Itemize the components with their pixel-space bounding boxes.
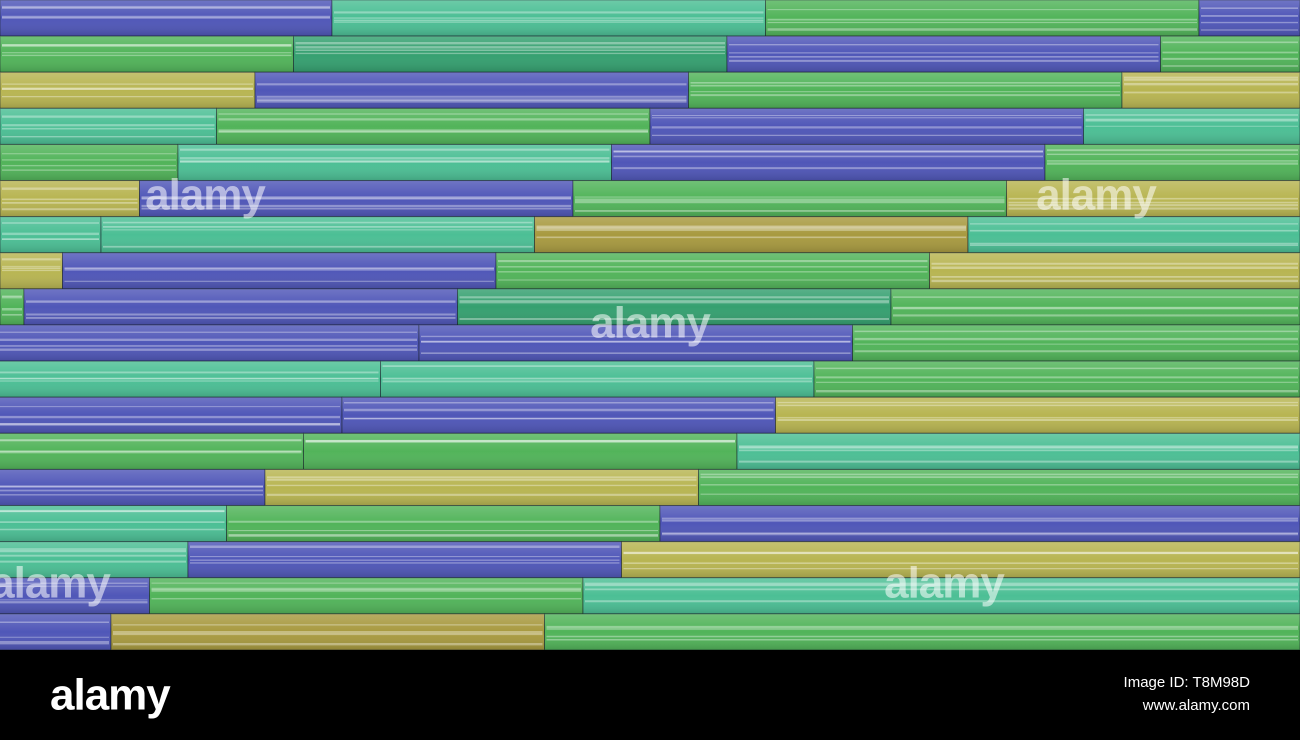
plank-sheen <box>496 252 930 289</box>
plank-sheen <box>139 180 573 217</box>
plank-floor <box>0 0 1300 651</box>
plank-sheen <box>419 325 853 362</box>
plank-sheen <box>0 325 419 362</box>
plank-sheen <box>891 288 1300 325</box>
image-id: Image ID: T8M98D <box>1124 674 1251 691</box>
plank-sheen <box>1160 36 1300 73</box>
plank-sheen <box>0 397 342 434</box>
plank-sheen <box>929 252 1300 289</box>
plank-sheen <box>0 361 381 398</box>
plank-sheen <box>457 288 891 325</box>
plank-sheen <box>188 541 622 578</box>
plank-sheen <box>265 469 699 506</box>
plank-sheen <box>178 144 612 181</box>
plank-sheen <box>332 0 766 37</box>
plank-sheen <box>0 180 140 217</box>
plank-sheen <box>255 72 689 109</box>
plank-sheen <box>968 216 1300 253</box>
plank-sheen <box>727 36 1161 73</box>
plank-sheen <box>0 36 294 73</box>
plank-sheen <box>611 144 1045 181</box>
plank-sheen <box>1045 144 1300 181</box>
plank-sheen <box>1006 180 1300 217</box>
plank-sheen <box>775 397 1300 434</box>
plank-sheen <box>293 36 727 73</box>
plank-sheen <box>62 252 496 289</box>
plank-sheen <box>303 433 737 470</box>
watermark-layer: alamy alamy alamy alamy alamy <box>0 171 1158 608</box>
plank-sheen <box>0 577 150 614</box>
plank-sheen <box>0 144 178 181</box>
plank-sheen <box>0 541 188 578</box>
plank-sheen <box>765 0 1199 37</box>
plank-sheen <box>1083 108 1300 145</box>
watermark: alamy <box>590 299 711 348</box>
footer-url: www.alamy.com <box>1142 697 1250 714</box>
plank-sheen <box>737 433 1300 470</box>
footer-bar <box>0 650 1300 740</box>
plank-sheen <box>698 469 1300 506</box>
plank-sheen <box>688 72 1122 109</box>
plank-sheen <box>1122 72 1300 109</box>
plank-sheen <box>544 613 1300 650</box>
plank-sheen <box>814 361 1300 398</box>
plank-sheen <box>852 325 1300 362</box>
plank-sheen <box>24 288 458 325</box>
watermark: alamy <box>0 559 111 608</box>
plank-sheen <box>149 577 583 614</box>
footer-logo: alamy <box>50 671 171 720</box>
plank-sheen <box>342 397 776 434</box>
plank-sheen <box>101 216 535 253</box>
plank-sheen <box>111 613 545 650</box>
plank-sheen <box>0 433 304 470</box>
plank-sheen <box>573 180 1007 217</box>
plank-sheen <box>0 505 227 542</box>
plank-sheen <box>0 252 63 289</box>
plank-sheen <box>380 361 814 398</box>
plank-sheen <box>0 216 101 253</box>
watermark: alamy <box>145 171 266 220</box>
plank-sheen <box>226 505 660 542</box>
watermark: alamy <box>1036 171 1157 220</box>
plank-sheen <box>534 216 968 253</box>
watermark: alamy <box>884 559 1005 608</box>
plank-sheen <box>660 505 1300 542</box>
plank-sheen <box>216 108 650 145</box>
plank-sheen <box>0 72 255 109</box>
plank-sheen <box>0 0 332 37</box>
plank-sheen <box>1199 0 1300 37</box>
plank-sheen <box>0 469 265 506</box>
plank-sheen <box>650 108 1084 145</box>
plank-sheen <box>0 613 111 650</box>
plank-sheen <box>583 577 1300 614</box>
plank-sheen <box>621 541 1300 578</box>
plank-sheen <box>0 108 217 145</box>
plank-sheen <box>0 288 24 325</box>
